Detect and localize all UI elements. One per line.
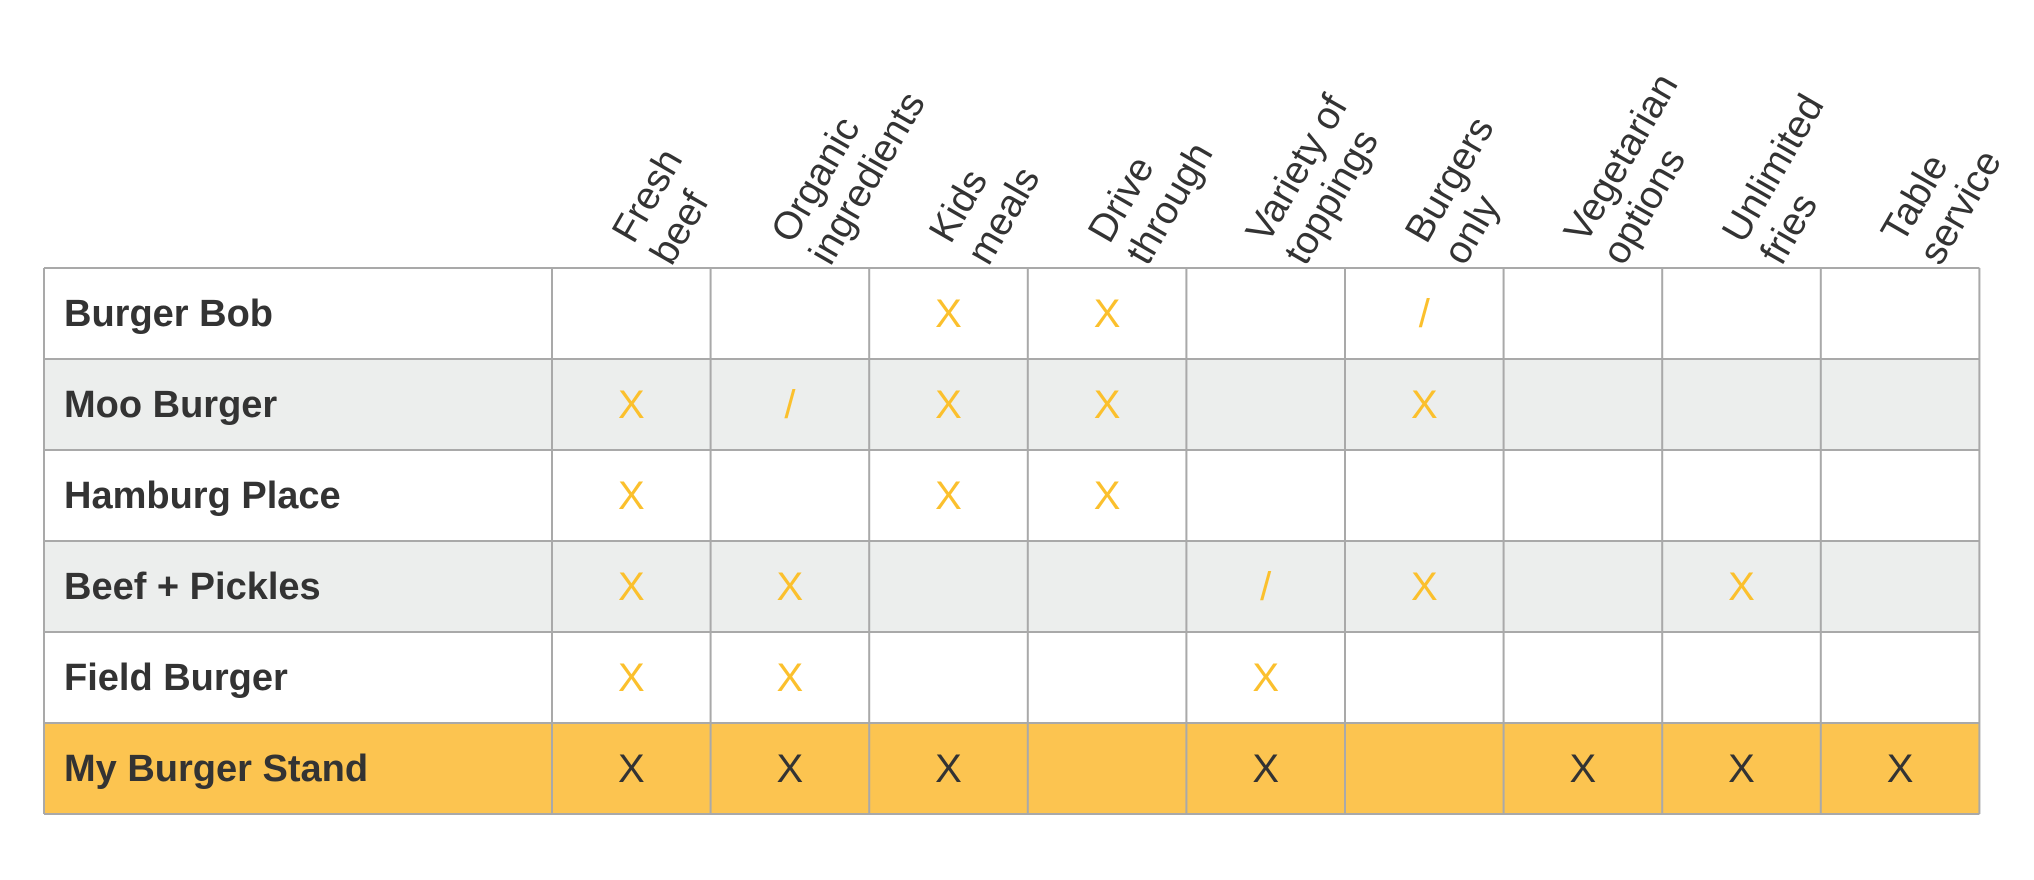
partial-mark: / <box>1260 564 1272 609</box>
check-mark: X <box>935 382 962 427</box>
check-mark: X <box>1728 746 1755 791</box>
check-mark: X <box>935 291 962 336</box>
check-mark: X <box>1886 746 1914 791</box>
row-label: Beef + Pickles <box>64 565 321 608</box>
check-mark: X <box>1728 564 1755 609</box>
check-mark: X <box>776 564 804 609</box>
check-mark: X <box>1093 473 1121 518</box>
check-mark: X <box>1252 746 1280 791</box>
check-mark: X <box>776 746 804 791</box>
row-background <box>44 723 1980 814</box>
check-mark: X <box>1410 382 1438 427</box>
check-mark: X <box>1093 291 1121 336</box>
check-mark: X <box>617 382 645 427</box>
row-label: My Burger Stand <box>64 747 369 790</box>
check-mark: X <box>617 473 645 518</box>
partial-mark: / <box>1418 291 1430 336</box>
row-label: Moo Burger <box>64 383 278 426</box>
row-background <box>44 450 1980 541</box>
check-mark: X <box>935 746 962 791</box>
check-mark: X <box>617 564 645 609</box>
check-mark: X <box>1410 564 1438 609</box>
row-label: Hamburg Place <box>64 474 341 517</box>
row-background <box>44 632 1980 723</box>
partial-mark: / <box>784 382 796 427</box>
check-mark: X <box>935 473 962 518</box>
check-mark: X <box>1093 382 1121 427</box>
row-background <box>44 268 1980 359</box>
check-mark: X <box>617 655 645 700</box>
check-mark: X <box>1569 746 1597 791</box>
check-mark: X <box>776 655 804 700</box>
row-label: Burger Bob <box>64 292 273 335</box>
check-mark: X <box>617 746 645 791</box>
row-background <box>44 359 1980 450</box>
row-background <box>44 541 1980 632</box>
row-label: Field Burger <box>64 656 288 699</box>
check-mark: X <box>1252 655 1280 700</box>
